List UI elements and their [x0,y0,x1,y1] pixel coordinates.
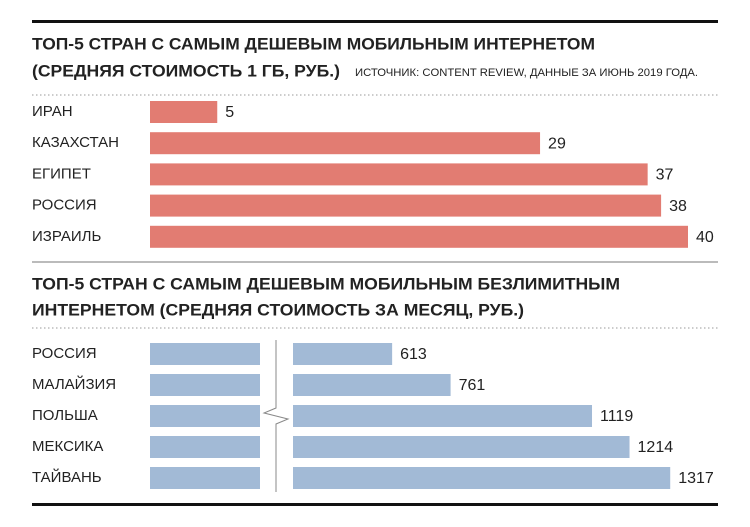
bar-stub [150,343,260,365]
category-label: ПОЛЬША [32,407,98,424]
bar [293,436,630,458]
bar [150,101,218,123]
axis-break [262,340,290,492]
value-label: 1119 [600,408,633,425]
category-label: РОССИЯ [32,345,97,362]
value-label: 38 [669,198,687,215]
value-label: 613 [400,346,427,363]
source-note: ИСТОЧНИК: CONTENT REVIEW, ДАННЫЕ ЗА ИЮНЬ… [355,67,698,79]
bar [150,163,648,186]
bar-stub [150,405,260,427]
bar [150,132,541,155]
chart-title: ТОП-5 СТРАН С САМЫМ ДЕШЕВЫМ МОБИЛЬНЫМ БЕ… [32,274,620,293]
bar [293,467,671,489]
bottom-rule [32,503,718,506]
bar [150,225,688,248]
value-label: 40 [696,229,714,246]
bar [293,405,593,427]
category-label: КАЗАХСТАН [32,134,119,151]
value-label: 29 [548,135,566,152]
category-label: ИЗРАИЛЬ [32,228,101,245]
category-label: ЕГИПЕТ [32,165,91,182]
category-label: ТАЙВАНЬ [32,468,102,486]
top-rule [32,20,718,23]
bar [150,194,662,217]
value-label: 37 [656,167,674,184]
bar [293,343,393,365]
category-label: МЕКСИКА [32,438,103,455]
value-label: 761 [459,377,486,394]
category-label: ИРАН [32,103,73,120]
chart-title: ИНТЕРНЕТОМ (СРЕДНЯЯ СТОИМОСТЬ ЗА МЕСЯЦ, … [32,300,524,319]
bar-stub [150,436,260,458]
bar-stub [150,467,260,489]
category-label: РОССИЯ [32,197,97,214]
value-label: 1317 [678,470,714,487]
value-label: 1214 [638,439,674,456]
chart-subtitle: (СРЕДНЯЯ СТОИМОСТЬ 1 ГБ, РУБ.) [32,61,340,80]
value-label: 5 [225,104,234,121]
bar-stub [150,374,260,396]
bar [293,374,451,396]
chart-title: ТОП-5 СТРАН С САМЫМ ДЕШЕВЫМ МОБИЛЬНЫМ ИН… [32,34,595,53]
category-label: МАЛАЙЗИЯ [32,375,116,393]
